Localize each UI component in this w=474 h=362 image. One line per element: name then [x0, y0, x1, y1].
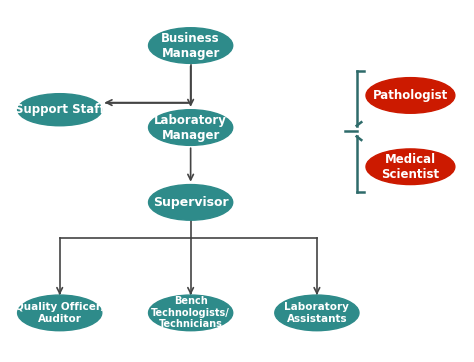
- Text: Support Staff: Support Staff: [15, 103, 105, 116]
- Ellipse shape: [148, 185, 233, 220]
- Ellipse shape: [148, 110, 233, 146]
- Ellipse shape: [18, 94, 102, 126]
- Text: Pathologist: Pathologist: [373, 89, 448, 102]
- Text: Bench
Technologists/
Technicians: Bench Technologists/ Technicians: [151, 296, 230, 329]
- Text: Medical
Scientist: Medical Scientist: [382, 153, 439, 181]
- Ellipse shape: [18, 295, 102, 331]
- Text: Quality Officer/
Auditor: Quality Officer/ Auditor: [15, 302, 105, 324]
- Ellipse shape: [275, 295, 359, 331]
- Text: Business
Manager: Business Manager: [161, 31, 220, 60]
- Text: Laboratory
Assistants: Laboratory Assistants: [284, 302, 349, 324]
- Ellipse shape: [148, 295, 233, 331]
- Text: Laboratory
Manager: Laboratory Manager: [154, 114, 227, 142]
- Text: Supervisor: Supervisor: [153, 196, 228, 209]
- Ellipse shape: [366, 77, 455, 113]
- Ellipse shape: [148, 28, 233, 63]
- Ellipse shape: [366, 149, 455, 185]
